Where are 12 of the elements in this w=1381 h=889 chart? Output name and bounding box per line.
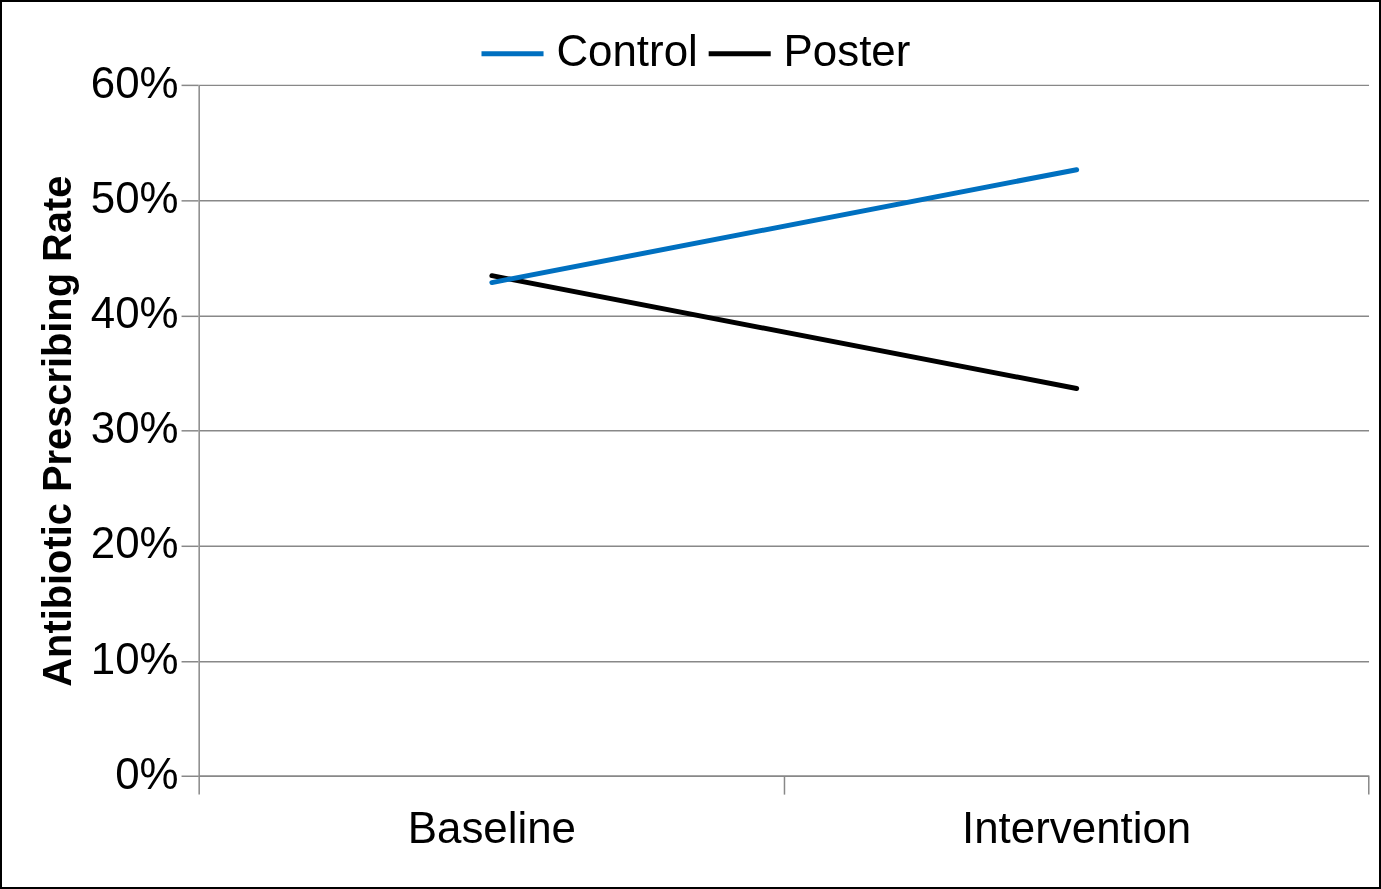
x-tick-label: Intervention: [962, 802, 1192, 852]
x-tick-label: Baseline: [407, 802, 577, 852]
legend-label: Poster: [783, 25, 911, 75]
y-tick-label: 10%: [90, 633, 179, 683]
y-tick-label: 50%: [90, 172, 179, 222]
legend-label: Control: [556, 25, 698, 75]
y-tick-label: 30%: [90, 403, 179, 453]
y-axis-title: Antibiotic Prescribing Rate: [34, 175, 79, 687]
y-tick-label: 60%: [90, 57, 179, 107]
y-tick-label: 0%: [115, 748, 179, 798]
y-tick-label: 40%: [90, 288, 179, 338]
y-tick-label: 20%: [90, 518, 179, 568]
